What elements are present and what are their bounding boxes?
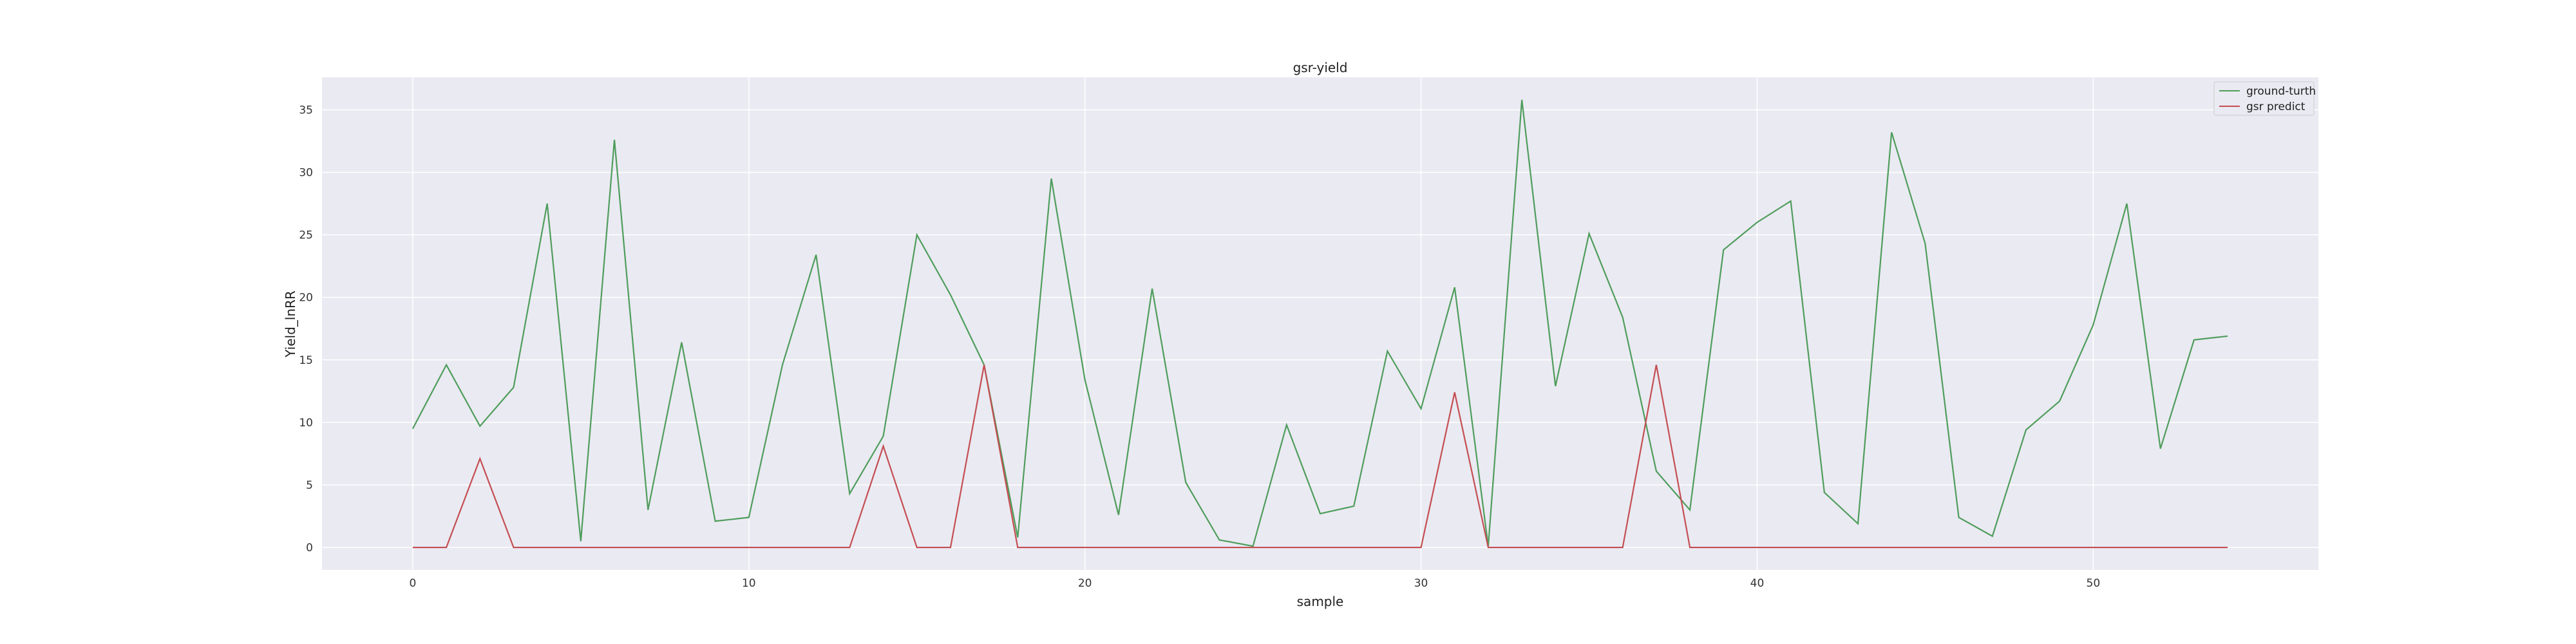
series-lines	[412, 99, 2228, 549]
plot-area	[322, 77, 2318, 570]
x-tick-label: 30	[1414, 577, 1428, 590]
y-tick-label: 25	[299, 229, 313, 242]
x-tick-label: 0	[409, 577, 416, 590]
legend: ground-turth gsr predict	[2213, 81, 2316, 116]
y-tick-label: 15	[299, 354, 313, 367]
y-tick-label: 30	[299, 167, 313, 180]
y-tick-label: 0	[306, 542, 313, 554]
x-axis-label: sample	[1297, 594, 1344, 609]
series-line-gsr-predict	[412, 365, 2228, 549]
y-tick-label: 5	[306, 479, 313, 492]
legend-label-gsr-predict: gsr predict	[2246, 100, 2306, 113]
x-tick-label: 10	[742, 577, 756, 590]
x-tick-label: 40	[1750, 577, 1765, 590]
series-line-ground-turth	[412, 99, 2228, 547]
y-tick-label: 35	[299, 104, 313, 117]
x-tick-label: 20	[1078, 577, 1092, 590]
y-tick-label: 10	[299, 417, 313, 430]
y-axis-label: Yield_lnRR	[283, 290, 298, 358]
y-tick-label: 20	[299, 292, 313, 305]
x-tick-label: 50	[2087, 577, 2101, 590]
grid-lines	[322, 77, 2318, 570]
x-axis-ticks: 0 10 20 30 40 50	[409, 577, 2100, 590]
legend-label-ground-turth: ground-turth	[2246, 85, 2316, 98]
chart-title: gsr-yield	[1293, 60, 1348, 75]
y-axis-ticks: 0 5 10 15 20 25 30 35	[299, 104, 313, 554]
